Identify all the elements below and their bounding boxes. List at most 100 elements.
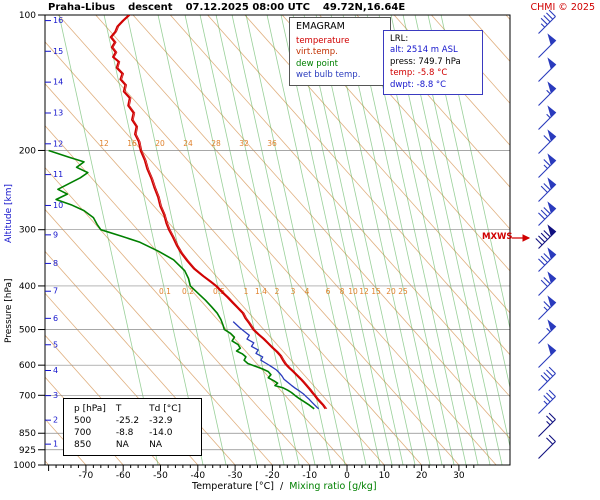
table-cell: -25.2 [115,416,140,426]
isopleth-label: 32 [239,139,249,148]
altitude-tick-label: 15 [53,47,63,56]
wind-barb [538,129,557,154]
temperature-tick-label: -10 [302,471,317,481]
table-cell: 700 [74,428,92,438]
table-cell: 500 [74,416,92,426]
plot-frame [44,14,511,466]
dew-point-trace [48,149,315,410]
wind-barb [538,81,557,106]
dry-adiabat-lines [45,15,510,465]
table-cell: -8.8 [115,428,134,438]
legend-box: EMAGRAM temperature virt.temp. dew point we… [289,17,391,86]
altitude-tick-label: 5 [53,340,58,349]
isopleth-label: 25 [398,287,408,296]
virt-temp--trace [111,15,328,410]
wind-barb [538,271,557,296]
x-axis-title: Temperature [°C] / Mixing ratio [g/kg] [192,481,377,492]
lrl-altitude: alt: 2514 m ASL [390,45,458,56]
title-bar: Praha-Libus descent 07.12.2025 08:00 UTC… [48,2,405,13]
legend-item: virt.temp. [296,47,338,58]
pressure-axis-title: Pressure [hPa] [4,278,14,343]
legend-item: wet bulb temp. [296,70,361,81]
copyright-label: CHMI © 2025 [530,2,596,13]
legend-items: temperature virt.temp. dew point wet bulb t… [296,36,384,82]
wind-barb [538,389,556,414]
temperature-tick-label: -20 [265,471,280,481]
legend-title: EMAGRAM [296,21,345,32]
table-cell: NA [149,440,163,450]
sounding-coords: 49.72N,16.64E [322,2,406,13]
isopleth-label: 12 [359,287,369,296]
wind-barb [538,33,557,58]
mxws-arrow [512,234,531,242]
temperature-axis: -70 -60 -50 -40 -30 -20 -10 0 10 20 30 [48,465,475,481]
altitude-tick-label: 14 [53,78,63,87]
pressure-tick-label: 300 [19,226,36,236]
temperature-tick-label: -60 [116,471,131,481]
table-cell: Td [°C] [149,404,182,414]
axis-title-separator: / [274,481,290,492]
temperature-tick-label: -30 [228,471,243,481]
temperature-tick-label: 30 [453,471,465,481]
legend-item: temperature [296,35,350,46]
altitude-axis-title: Altitude [km] [4,183,14,243]
pressure-tick-label: 100 [19,11,36,21]
pressure-tick-label: 700 [19,391,36,401]
legend-item: dew point [296,58,338,69]
wind-barb [535,224,557,249]
table-cell: T [115,404,122,414]
table-cell: p [hPa] [74,404,106,414]
table-header-row: p [hPa] T Td [°C] [74,403,191,415]
lrl-box: LRL: alt: 2514 m ASL press: 749.7 hPa te… [383,30,483,96]
isopleth-label: 12 [99,139,109,148]
pressure-tick-label: 925 [19,446,36,456]
isopleth-label: 15 [371,287,381,296]
temperature-trace [109,15,327,410]
isopleth-label: 36 [267,139,277,148]
altitude-tick-label: 2 [53,416,58,425]
pressure-axis: 100 200 300 400 500 600 700 850 925 1000 [13,11,45,471]
table-row: 700 -8.8 -14.0 [74,427,191,439]
wind-barb [538,319,557,344]
wind-barb [538,9,556,34]
temperature-tick-label: 10 [379,471,391,481]
pressure-tick-label: 600 [19,361,36,371]
altitude-tick-label: 3 [53,391,58,400]
isopleth-label: 24 [183,139,193,148]
isopleth-label: 3 [291,287,296,296]
altitude-tick-label: 1 [53,440,58,449]
wind-barb [538,57,557,82]
wind-barb [538,412,556,437]
wind-barb [538,366,556,391]
wet-bulb-temp--trace [232,321,320,410]
wind-barb [538,247,557,272]
isopleth-label: 0.1 [159,287,171,296]
table-cell: -14.0 [149,428,173,438]
table-cell: -32.9 [149,416,173,426]
altitude-tick-label: 16 [53,16,63,25]
wind-barb [538,201,557,226]
pressure-tick-label: 400 [19,282,36,292]
altitude-tick-label: 12 [53,139,63,148]
isopleth-labels: 12 16 20 24 28 32 360.1 0.2 0.5 1 1.4 2 3 4 6 8 10 12 15 20… [99,139,408,296]
isopleth-label: 1.4 [255,287,267,296]
pressure-tick-label: 500 [19,326,36,336]
altitude-tick-label: 13 [53,108,63,117]
wind-barbs [535,9,557,459]
isopleth-label: 0.2 [182,287,194,296]
altitude-tick-label: 10 [53,201,63,210]
wind-barb [538,105,557,130]
isopleth-label: 10 [348,287,358,296]
isopleth-label: 16 [127,139,137,148]
altitude-axis: 16 15 14 13 12 11 10 9 8 7 6 5 4 3 2 1 [45,16,63,449]
sounding-type: descent [128,2,173,13]
isopleth-label: 0.5 [213,287,225,296]
altitude-tick-label: 7 [53,287,58,296]
isopleth-label: 28 [211,139,221,148]
altitude-tick-label: 6 [53,314,58,323]
isopleth-label: 1 [244,287,249,296]
pressure-tick-label: 1000 [13,461,36,471]
table-row: 500 -25.2 -32.9 [74,415,191,427]
